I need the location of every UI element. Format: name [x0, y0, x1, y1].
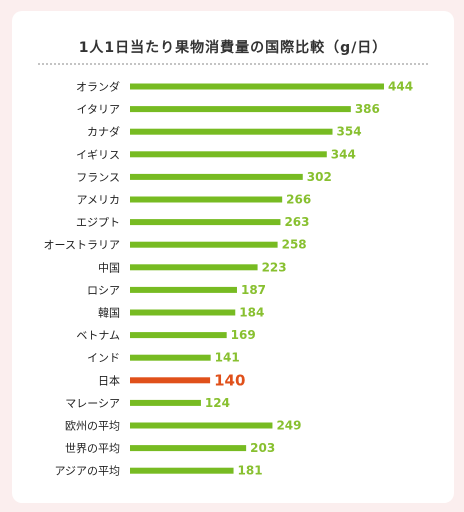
category-label: イタリア — [76, 103, 120, 116]
value-label: 249 — [276, 419, 301, 433]
bar — [130, 106, 351, 113]
category-label: 世界の平均 — [65, 442, 120, 455]
value-label: 124 — [205, 396, 230, 410]
bar-highlight — [130, 377, 211, 384]
category-label: マレーシア — [65, 397, 120, 410]
category-label: インド — [87, 352, 120, 365]
value-label: 187 — [241, 283, 266, 297]
category-label: オーストラリア — [44, 239, 120, 252]
category-label: イギリス — [76, 148, 120, 161]
category-label: オランダ — [76, 80, 120, 94]
value-label: 354 — [337, 125, 362, 139]
bar — [130, 83, 384, 90]
category-label: アメリカ — [77, 194, 120, 207]
bar — [130, 151, 327, 158]
bar — [130, 399, 201, 406]
category-label: アジアの平均 — [54, 465, 120, 478]
bar — [130, 286, 237, 293]
bar — [130, 173, 303, 180]
value-label: 386 — [355, 102, 380, 116]
value-label: 266 — [286, 193, 311, 207]
value-label: 302 — [307, 170, 332, 184]
category-label: フランス — [76, 171, 120, 184]
category-label: ベトナム — [76, 329, 120, 342]
value-label: 258 — [282, 238, 307, 252]
value-label: 344 — [331, 147, 356, 161]
bar — [130, 467, 234, 474]
title-divider — [38, 63, 428, 65]
category-label: 日本 — [98, 373, 120, 387]
bar — [130, 241, 278, 248]
value-label: 184 — [239, 306, 264, 320]
category-label: 中国 — [98, 261, 120, 274]
chart-panel: 1人1日当たり果物消費量の国際比較（g/日） — [12, 11, 454, 503]
bar — [130, 219, 281, 226]
bar — [130, 264, 258, 271]
bar — [130, 128, 333, 135]
category-label: 欧州の平均 — [65, 420, 120, 433]
value-label: 223 — [262, 260, 287, 274]
category-label: エジプト — [76, 216, 120, 229]
bar — [130, 196, 283, 203]
value-label: 169 — [231, 328, 256, 342]
value-label: 444 — [388, 80, 413, 94]
bar — [130, 332, 227, 339]
value-label: 181 — [238, 464, 263, 478]
value-label: 140 — [214, 371, 245, 389]
category-label: 韓国 — [98, 307, 120, 320]
chart-title: 1人1日当たり果物消費量の国際比較（g/日） — [78, 40, 388, 56]
value-label: 263 — [284, 215, 309, 229]
value-label: 141 — [215, 351, 240, 365]
bar — [130, 354, 211, 361]
value-label: 203 — [250, 441, 275, 455]
bar — [130, 309, 236, 316]
category-label: カナダ — [87, 125, 120, 139]
bar — [130, 445, 247, 452]
category-label: ロシア — [87, 284, 120, 297]
bar — [130, 422, 273, 429]
